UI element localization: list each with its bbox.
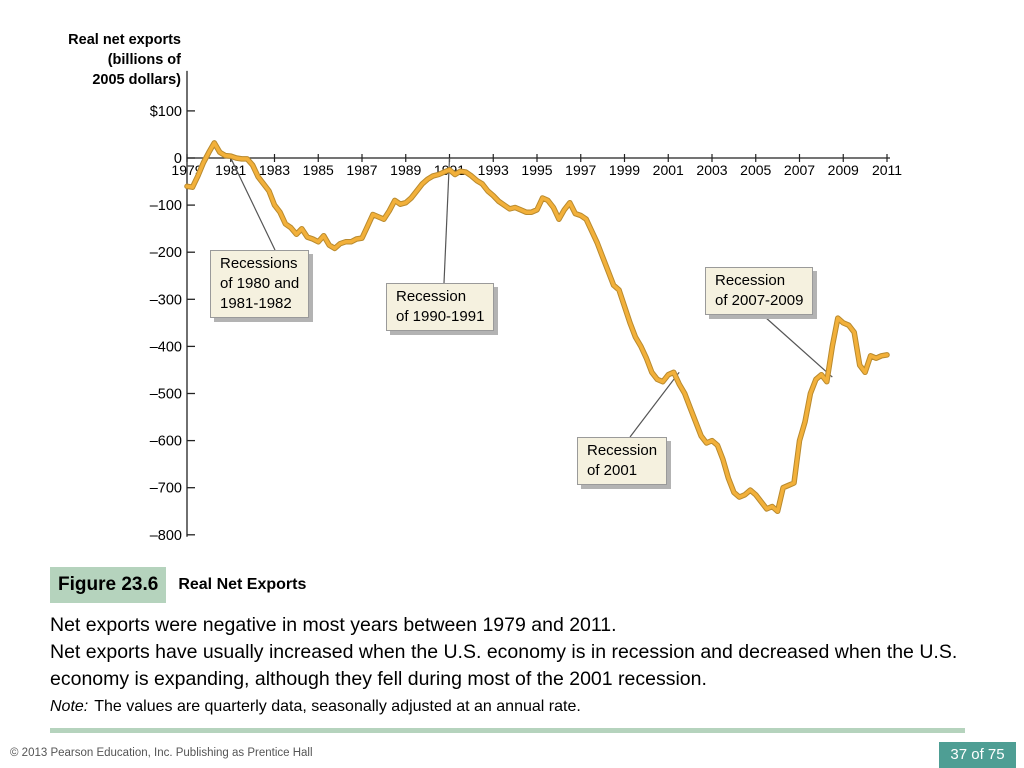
y-tick-label: $100 xyxy=(150,104,182,120)
x-tick-label: 1983 xyxy=(259,162,290,178)
y-tick-label: 0 xyxy=(174,151,182,167)
caption-line-2: Net exports have usually increased when … xyxy=(50,641,958,690)
annotation-leader-line xyxy=(629,371,680,438)
x-tick-label: 1979 xyxy=(171,162,202,178)
figure-heading: Figure 23.6 Real Net Exports xyxy=(50,567,306,603)
annotation-leader-line xyxy=(230,157,276,251)
x-tick-label: 1985 xyxy=(303,162,334,178)
y-tick-label: –700 xyxy=(150,481,182,497)
note-label: Note: xyxy=(50,698,89,715)
annotation-leader-line xyxy=(443,157,451,284)
annotation-recession-2001: Recession of 2001 xyxy=(577,437,668,485)
y-axis-title: Real net exports (billions of 2005 dolla… xyxy=(68,32,181,88)
figure-number-badge: Figure 23.6 xyxy=(50,567,167,603)
x-tick-label: 1993 xyxy=(478,162,509,178)
x-tick-label: 2003 xyxy=(696,162,727,178)
x-tick-label: 1981 xyxy=(215,162,246,178)
series-group xyxy=(184,140,890,515)
chart-axes: $100 0 –100 –200 –300 –400 –500 –600 –700 –800 197… xyxy=(150,70,902,544)
figure-caption: Net exports were negative in most years … xyxy=(50,612,990,719)
x-tick-label: 1995 xyxy=(521,162,552,178)
y-tick-label: –500 xyxy=(150,387,182,403)
series-line-outline xyxy=(184,140,890,515)
caption-line-1: Net exports were negative in most years … xyxy=(50,614,617,636)
annotation-leader-lines xyxy=(230,157,833,438)
y-tick-label: –100 xyxy=(150,198,182,214)
x-tick-label: 2009 xyxy=(828,162,859,178)
net-exports-chart: $100 0 –100 –200 –300 –400 –500 –600 –700 –800 197… xyxy=(150,70,902,544)
footer-divider xyxy=(50,728,965,733)
x-tick-label: 2001 xyxy=(653,162,684,178)
x-tick-label: 2005 xyxy=(740,162,771,178)
series-line xyxy=(185,141,889,514)
note-text: The values are quarterly data, seasonall… xyxy=(94,698,581,715)
x-tick-label: 1989 xyxy=(390,162,421,178)
caption-note: Note: The values are quarterly data, seas… xyxy=(50,695,990,719)
y-tick-label: –800 xyxy=(150,528,182,544)
y-tick-label: –400 xyxy=(150,339,182,355)
x-tick-label: 1999 xyxy=(609,162,640,178)
figure-title: Real Net Exports xyxy=(178,576,307,593)
x-tick-label: 1997 xyxy=(565,162,596,178)
y-tick-label: –200 xyxy=(150,245,182,261)
annotation-recession-1980-1982: Recessions of 1980 and 1981-1982 xyxy=(210,250,310,318)
page-number-badge: 37 of 75 xyxy=(939,742,1016,768)
y-tick-label: –300 xyxy=(150,292,182,308)
y-tick-label: –600 xyxy=(150,434,182,450)
annotation-leader-line xyxy=(764,316,833,378)
x-tick-label: 1987 xyxy=(346,162,377,178)
x-tick-label: 2011 xyxy=(872,162,902,178)
copyright-text: © 2013 Pearson Education, Inc. Publishin… xyxy=(10,747,313,759)
x-tick-label: 2007 xyxy=(784,162,815,178)
annotation-recession-2007-2009: Recession of 2007-2009 xyxy=(705,267,814,315)
annotation-recession-1990-1991: Recession of 1990-1991 xyxy=(386,283,495,331)
